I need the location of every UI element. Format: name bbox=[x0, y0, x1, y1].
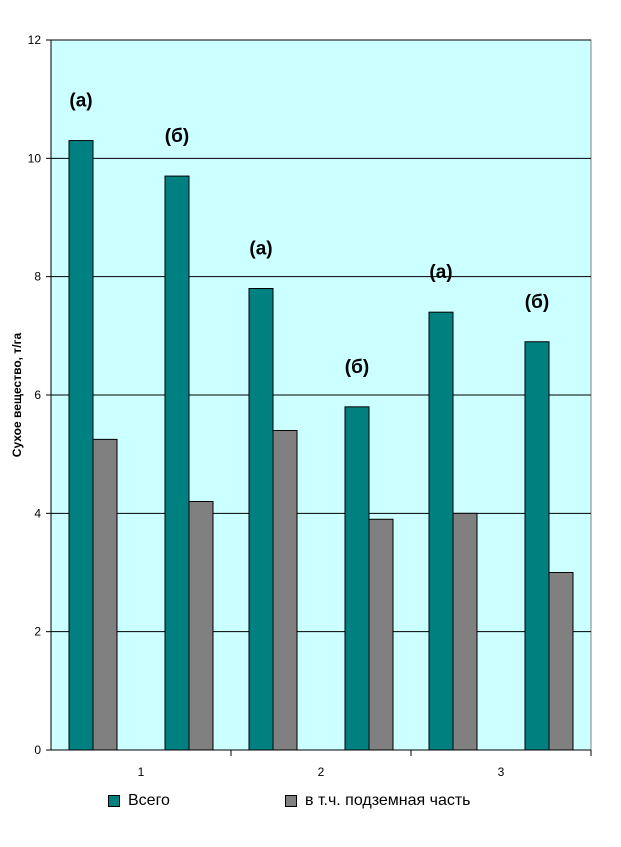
legend-label-underground: в т.ч. подземная часть bbox=[305, 792, 471, 809]
bar-total bbox=[524, 341, 550, 751]
legend: Всего в т.ч. подземная часть bbox=[108, 792, 588, 816]
bars bbox=[68, 140, 574, 751]
bar-annotations: (а) (б) (а) (б) (а) (б) bbox=[69, 91, 549, 378]
bar-underground bbox=[272, 430, 298, 751]
x-tick-label: 2 bbox=[318, 765, 325, 779]
y-tick-label: 8 bbox=[34, 270, 41, 284]
y-tick-label: 12 bbox=[28, 33, 42, 47]
bar-underground bbox=[92, 438, 118, 751]
bar-underground bbox=[368, 518, 394, 751]
x-tick-label: 1 bbox=[138, 765, 145, 779]
y-tick-label: 6 bbox=[34, 388, 41, 402]
x-ticks: 1 2 3 bbox=[138, 750, 592, 779]
bar-total bbox=[248, 288, 274, 751]
legend-item-total: Всего bbox=[108, 792, 170, 810]
bar-total bbox=[68, 140, 94, 751]
bar-annotation: (б) bbox=[525, 292, 549, 313]
y-tick-label: 0 bbox=[34, 743, 41, 757]
legend-swatch-total bbox=[108, 795, 120, 807]
bar-annotation: (б) bbox=[165, 126, 189, 147]
gridlines bbox=[51, 39, 591, 633]
bar-annotation: (б) bbox=[345, 357, 369, 378]
bar-total bbox=[344, 406, 370, 751]
bar-total bbox=[164, 175, 190, 751]
bar-total bbox=[428, 311, 454, 751]
x-tick-label: 3 bbox=[498, 765, 505, 779]
bar-underground bbox=[188, 501, 214, 751]
bar-underground bbox=[548, 572, 574, 751]
bar-annotation: (а) bbox=[69, 91, 92, 112]
legend-label-total: Всего bbox=[128, 792, 170, 809]
bar-annotation: (а) bbox=[429, 262, 452, 283]
bar-annotation: (а) bbox=[249, 239, 272, 260]
y-tick-label: 4 bbox=[34, 506, 41, 520]
y-tick-label: 10 bbox=[28, 151, 42, 165]
y-ticks: 0 2 4 6 8 10 12 bbox=[28, 33, 51, 757]
legend-item-underground: в т.ч. подземная часть bbox=[285, 792, 471, 810]
y-tick-label: 2 bbox=[34, 625, 41, 639]
bar-underground bbox=[452, 512, 478, 751]
y-axis-label: Сухое вещество, т/га bbox=[10, 332, 24, 457]
legend-swatch-underground bbox=[285, 795, 297, 807]
